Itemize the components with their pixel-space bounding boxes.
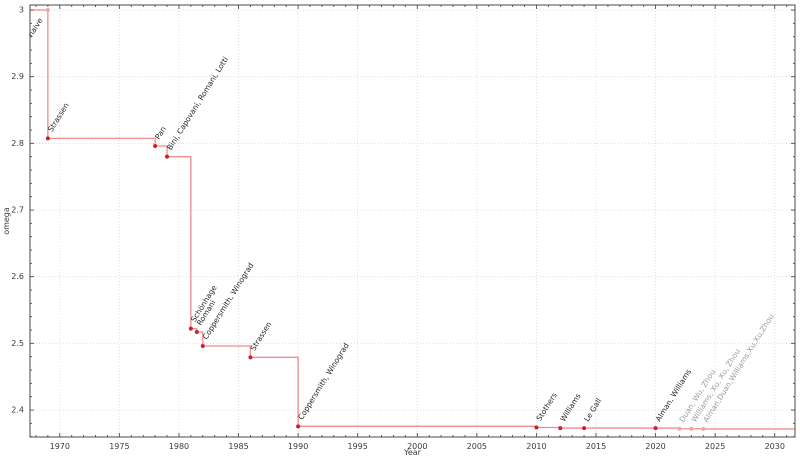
- x-tick-label: 2000: [407, 442, 427, 451]
- y-tick-label: 2.9: [11, 72, 24, 81]
- data-point: [200, 344, 205, 348]
- data-point: [677, 426, 682, 431]
- x-tick-label: 2020: [645, 442, 665, 451]
- x-tick-label: 1995: [348, 442, 368, 451]
- data-point: [582, 426, 587, 431]
- data-point: [534, 425, 539, 430]
- data-point: [45, 136, 50, 141]
- data-point: [45, 8, 50, 12]
- data-point: [194, 330, 199, 334]
- x-tick-label: 2015: [586, 442, 606, 451]
- data-point: [248, 355, 253, 360]
- x-tick-label: 2010: [526, 442, 546, 451]
- y-tick-label: 2.4: [11, 406, 24, 415]
- y-tick-label: 3: [19, 6, 24, 15]
- y-tick-label: 2.7: [11, 206, 24, 215]
- data-point: [653, 426, 658, 431]
- x-axis-label: Year: [403, 448, 422, 457]
- y-tick-label: 2.5: [11, 339, 24, 348]
- x-tick-label: 1985: [228, 442, 248, 451]
- data-point: [701, 426, 706, 431]
- y-tick-label: 2.8: [11, 139, 24, 148]
- axes-box: [29, 4, 796, 438]
- data-point: [558, 426, 563, 431]
- x-tick-label: 1975: [109, 442, 129, 451]
- x-tick-label: 1970: [50, 442, 70, 451]
- x-tick-label: 1990: [288, 442, 308, 451]
- x-tick-label: 2030: [765, 442, 785, 451]
- y-tick-label: 2.6: [11, 272, 24, 281]
- x-tick-label: 2025: [705, 442, 725, 451]
- data-point: [153, 144, 158, 148]
- data-point: [188, 326, 193, 331]
- x-tick-label: 1980: [169, 442, 189, 451]
- x-tick-label: 2005: [467, 442, 487, 451]
- data-point: [689, 426, 694, 431]
- data-point: [296, 424, 301, 429]
- data-point: [165, 154, 170, 159]
- y-axis-label: omega: [2, 207, 11, 235]
